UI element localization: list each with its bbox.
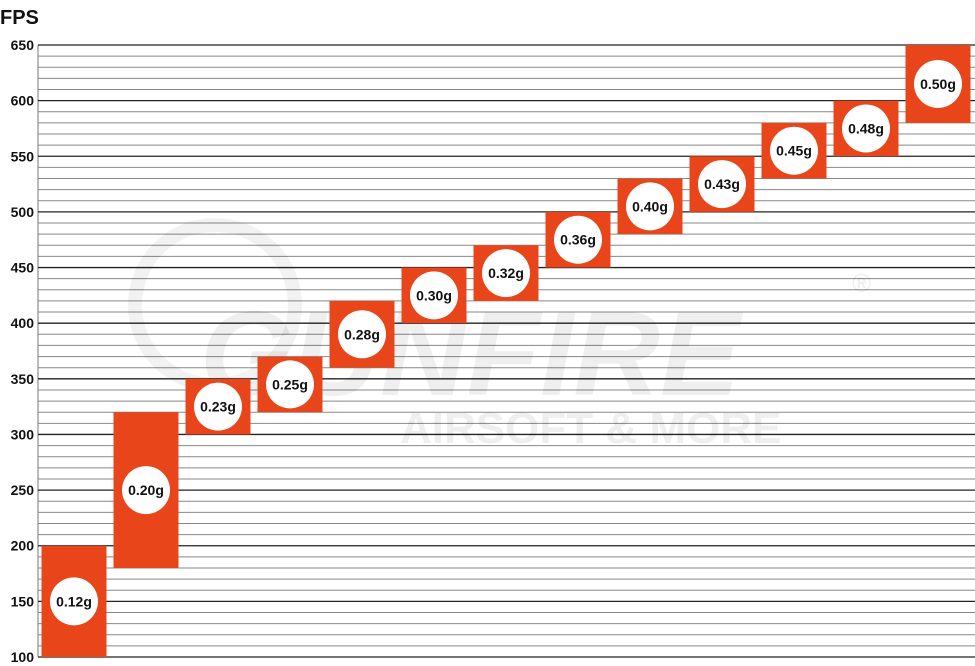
y-tick-label: 150 [11,593,35,609]
bar-label: 0.25g [272,376,308,392]
bar-label-circle [698,160,746,209]
bar-group: 0.32g [473,245,539,301]
bar-label-circle [626,182,674,231]
bar-label: 0.20g [128,482,164,498]
y-axis-label: FPS [0,7,39,29]
bar-label: 0.32g [488,265,524,281]
bars: 0.12g 0.20g 0.23g 0.25g 0.28g 0.30g 0.32g 0.36g… [41,45,971,657]
bar-group: 0.36g [545,211,611,268]
bar-label-circle [50,577,98,626]
bar-label: 0.23g [200,399,236,415]
y-tick-label: 200 [11,538,35,554]
bar-label-circle [482,249,530,298]
y-tick-label: 600 [11,93,35,109]
y-tick-label: 450 [11,260,35,276]
bar-label-circle [338,310,386,359]
bar-label-circle [842,104,890,153]
bar-group: 0.40g [617,178,683,235]
y-tick-label: 350 [11,371,35,387]
bar-label-circle [914,59,962,108]
watermark-tagline: AIRSOFT & MORE [400,404,781,453]
bar-label-circle [194,382,242,431]
bar-label: 0.43g [704,176,740,192]
bar-label-circle [410,271,458,320]
y-tick-label: 500 [11,204,35,220]
bar-group: 0.43g [689,156,755,212]
bar-label: 0.36g [560,232,596,248]
bar-label: 0.40g [632,198,668,214]
bar-label: 0.45g [776,143,812,159]
bar-group: 0.30g [401,267,467,324]
bar-group: 0.23g [185,378,251,435]
bar-label-circle [554,215,602,264]
y-tick-label: 650 [11,37,35,53]
bar-label-circle [266,360,314,409]
bar-label: 0.48g [848,120,884,136]
bar-label-circle [770,126,818,175]
y-tick-label: 100 [11,649,35,665]
y-tick-label: 550 [11,148,35,164]
bar-group: 0.20g [113,412,179,568]
bar-label: 0.12g [56,593,92,609]
bar-group: 0.48g [833,100,899,157]
bar-label-circle [122,466,170,515]
y-tick-label: 300 [11,426,35,442]
bar-label: 0.50g [920,76,956,92]
bar-group: 0.50g [905,45,971,123]
y-tick-label: 250 [11,482,35,498]
y-axis-ticks: 100 150 200 250 300 350 400 450 500 550 600 650 [11,37,35,665]
bar-group: 0.12g [41,545,107,657]
bar-group: 0.28g [329,300,395,368]
watermark-mark: ® [852,268,871,298]
y-tick-label: 400 [11,315,35,331]
bar-group: 0.45g [761,122,827,179]
bar-label: 0.28g [344,326,380,342]
bar-label: 0.30g [416,287,452,303]
bar-group: 0.25g [257,356,323,413]
